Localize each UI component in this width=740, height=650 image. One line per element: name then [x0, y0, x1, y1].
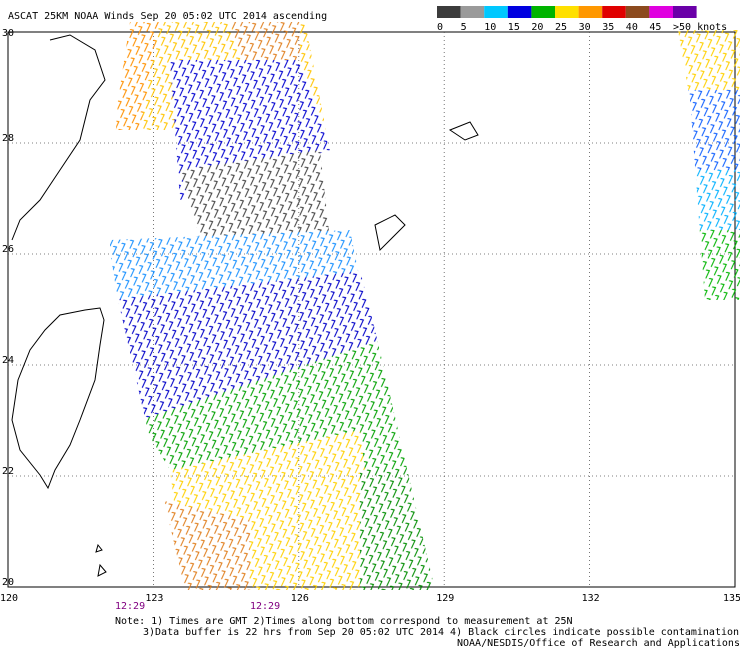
legend-swatch [625, 6, 650, 18]
legend-swatch [602, 6, 626, 18]
title: ASCAT 25KM NOAA Winds Sep 20 05:02 UTC 2… [8, 11, 327, 22]
lat-label: 22 [2, 466, 14, 477]
note-line: 3)Data buffer is 22 hrs from Sep 20 05:0… [143, 627, 739, 638]
notes: Note: 1) Times are GMT 2)Times along bot… [115, 616, 740, 649]
note-line: Note: 1) Times are GMT 2)Times along bot… [115, 616, 573, 627]
legend-label: 20 [531, 22, 543, 33]
lon-label: 132 [582, 593, 600, 604]
legend-label: 15 [508, 22, 520, 33]
legend-swatch [673, 6, 697, 18]
legend-swatch [484, 6, 508, 18]
legend-label: 25 [555, 22, 567, 33]
lon-label: 135 [723, 593, 740, 604]
legend-swatch [437, 6, 461, 18]
legend-swatch [460, 6, 485, 18]
lon-label: 126 [291, 593, 309, 604]
lat-label: 20 [2, 577, 14, 588]
pass-times: 12:29 12:29 [115, 601, 280, 612]
legend-label: 35 [602, 22, 614, 33]
pass-time: 12:29 [115, 601, 145, 612]
wind-swath [108, 22, 740, 590]
legend-swatch [507, 6, 532, 18]
legend-swatch [555, 6, 579, 18]
legend-swatch [531, 6, 555, 18]
legend-label: 10 [484, 22, 496, 33]
legend-label: >50 knots [673, 22, 727, 33]
lat-label: 26 [2, 244, 14, 255]
lon-label: 129 [436, 593, 454, 604]
legend-label: 0 [437, 22, 443, 33]
legend-label: 45 [649, 22, 661, 33]
legend-label: 5 [461, 22, 467, 33]
lat-label: 30 [2, 28, 14, 39]
note-line: NOAA/NESDIS/Office of Research and Appli… [457, 638, 740, 649]
legend: 0 5 10 15 20 25 30 35 40 45 >50 knots [437, 6, 727, 33]
lat-label: 24 [2, 355, 14, 366]
lon-label: 123 [145, 593, 163, 604]
lon-label: 120 [0, 593, 18, 604]
legend-label: 30 [579, 22, 591, 33]
legend-label: 40 [626, 22, 638, 33]
legend-swatch [649, 6, 673, 18]
legend-swatch [578, 6, 603, 18]
lat-label: 28 [2, 133, 14, 144]
pass-time: 12:29 [250, 601, 280, 612]
coastline [11, 34, 479, 577]
